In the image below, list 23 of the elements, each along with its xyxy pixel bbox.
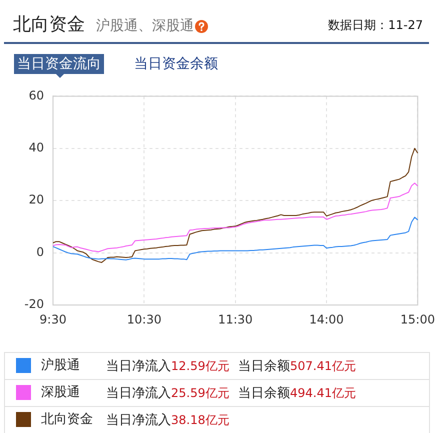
text: 当日资金余额 [133, 55, 219, 74]
x-tick-label: 14:00 [309, 312, 344, 326]
text: 当日净流入25.59亿元 [106, 386, 230, 401]
y-tick-label: -20 [24, 297, 44, 312]
x-tick-label: 10:30 [126, 312, 162, 326]
x-tick-label: 9:30 [40, 312, 66, 326]
y-tick-label: 0 [36, 244, 44, 259]
text: 当日余额507.41亿元 [238, 359, 356, 374]
legend-label: 深股通 [41, 385, 80, 400]
chart-subtitle: 沪股通、深股通 [96, 17, 194, 35]
chart-title: 北向资金 [13, 14, 85, 35]
legend-label: 北向资金 [41, 412, 93, 427]
text: 当日净流入12.59亿元 [106, 359, 230, 374]
legend-label: 沪股通 [41, 358, 80, 373]
x-tick-label: 11:30 [218, 312, 253, 326]
text: 当日净流入38.18亿元 [106, 413, 230, 428]
x-tick-label: 15:00 [400, 312, 436, 326]
text: 数据日期：11-27 [328, 18, 423, 32]
y-tick-label: 40 [28, 140, 44, 155]
y-tick-label: 60 [28, 88, 44, 102]
text: 当日资金流向 [14, 54, 104, 74]
y-tick-label: 20 [28, 192, 44, 207]
text: 当日余额494.41亿元 [238, 386, 356, 401]
